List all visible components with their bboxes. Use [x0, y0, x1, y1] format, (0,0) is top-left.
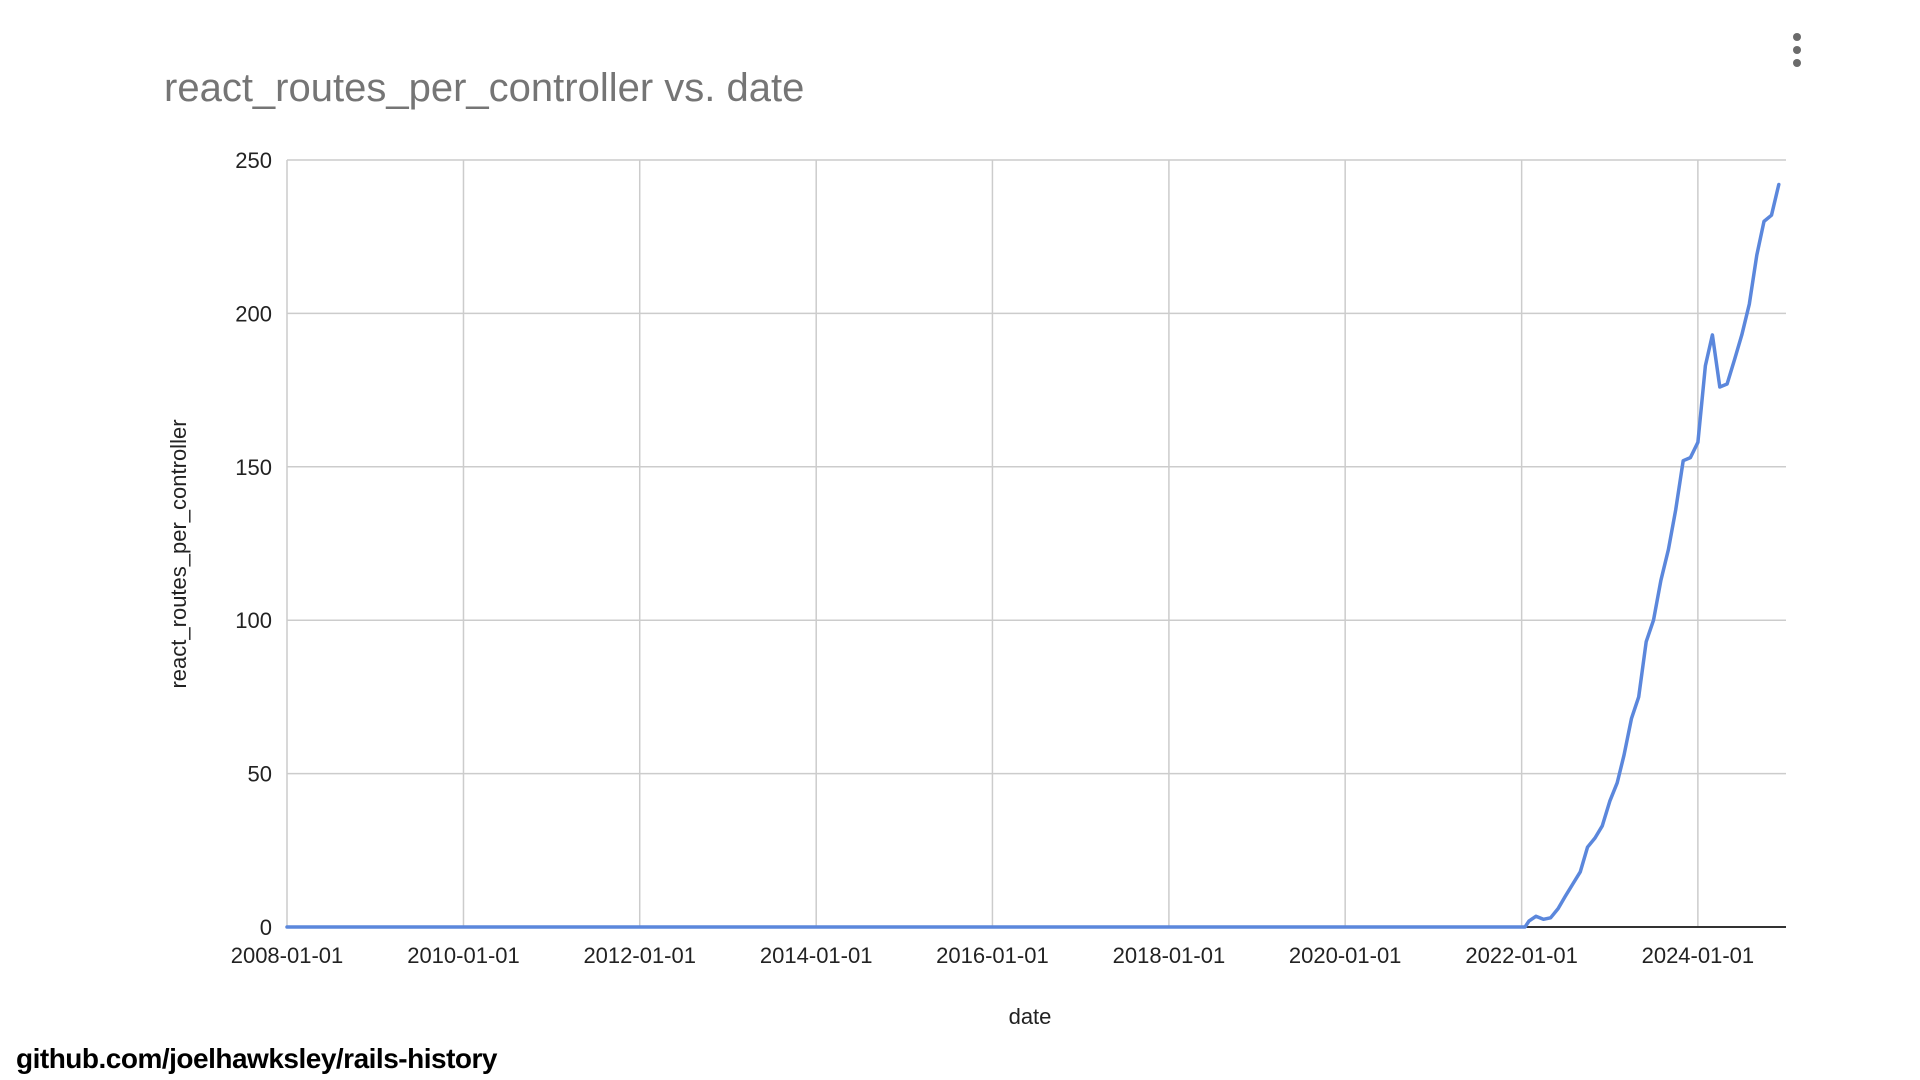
x-tick-label: 2020-01-01 [1289, 943, 1402, 968]
x-tick-label: 2014-01-01 [760, 943, 873, 968]
x-tick-label: 2024-01-01 [1642, 943, 1755, 968]
menu-dot [1793, 46, 1801, 54]
y-tick-label: 200 [235, 301, 272, 326]
x-tick-label: 2008-01-01 [231, 943, 344, 968]
x-tick-label: 2018-01-01 [1113, 943, 1226, 968]
menu-dot [1793, 33, 1801, 41]
source-credit: github.com/joelhawksley/rails-history [16, 1043, 497, 1074]
kebab-menu-icon[interactable] [1782, 26, 1812, 74]
y-axis-title: react_routes_per_controller [166, 419, 191, 688]
x-tick-label: 2022-01-01 [1465, 943, 1578, 968]
menu-dot [1793, 59, 1801, 67]
y-axis-ticks: 0 50 100 150 200 250 [235, 148, 272, 940]
chart-title: react_routes_per_controller vs. date [164, 66, 804, 110]
y-tick-label: 150 [235, 455, 272, 480]
gridlines [286, 159, 1786, 927]
y-tick-label: 250 [235, 148, 272, 173]
x-tick-label: 2016-01-01 [936, 943, 1049, 968]
y-tick-label: 0 [260, 915, 272, 940]
x-tick-label: 2010-01-01 [407, 943, 520, 968]
x-tick-label: 2012-01-01 [583, 943, 696, 968]
y-tick-label: 50 [248, 762, 272, 787]
x-axis-title: date [1009, 1004, 1052, 1029]
series-line [285, 182, 1781, 929]
x-axis-ticks: 2008-01-01 2010-01-01 2012-01-01 2014-01-01… [231, 943, 1754, 968]
y-tick-label: 100 [235, 608, 272, 633]
